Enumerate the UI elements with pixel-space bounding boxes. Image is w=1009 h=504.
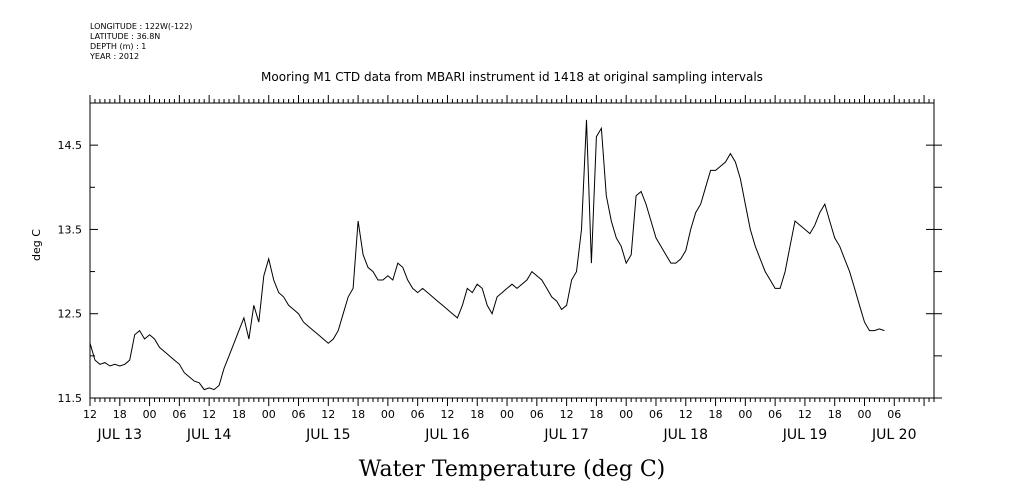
x-day-label: JUL 17 <box>543 427 588 443</box>
y-tick-label: 13.5 <box>58 223 83 236</box>
x-tick-label: 12 <box>321 408 335 421</box>
x-tick-label: 18 <box>113 408 127 421</box>
y-tick-label: 12.5 <box>58 308 83 321</box>
x-axis-ticks: 12 18 00 06 12 18 00 06 12 18 00 06 12 18 00 06 12 18 00 06… <box>83 95 935 443</box>
x-tick-label: 18 <box>232 408 246 421</box>
x-tick-label: 18 <box>351 408 365 421</box>
x-tick-label: 18 <box>828 408 842 421</box>
x-tick-label: 00 <box>381 408 395 421</box>
x-day-label: JUL 16 <box>424 427 470 443</box>
latitude-text: LATITUDE : 36.8N <box>90 32 161 41</box>
chart-title: Mooring M1 CTD data from MBARI instrumen… <box>261 70 763 84</box>
temperature-series-line <box>89 119 885 391</box>
x-tick-label: 12 <box>560 408 574 421</box>
x-tick-label: 06 <box>768 408 782 421</box>
x-tick-label: 06 <box>887 408 901 421</box>
x-tick-label: 12 <box>83 408 97 421</box>
x-tick-label: 18 <box>589 408 603 421</box>
chart-metadata: LONGITUDE : 122W(-122) LATITUDE : 36.8N … <box>90 22 192 62</box>
x-day-label: JUL 13 <box>97 427 142 443</box>
x-day-label: JUL 19 <box>782 427 827 443</box>
x-day-label: JUL 14 <box>186 427 232 443</box>
y-tick-label: 11.5 <box>58 392 83 405</box>
y-tick-label: 14.5 <box>58 139 83 152</box>
x-tick-label: 18 <box>709 408 723 421</box>
x-tick-label: 12 <box>798 408 812 421</box>
x-tick-label: 12 <box>202 408 216 421</box>
y-axis-ticks: 11.5 12.5 13.5 14.5 <box>58 139 942 405</box>
x-tick-label: 06 <box>411 408 425 421</box>
x-tick-label: 06 <box>649 408 663 421</box>
x-tick-label: 06 <box>292 408 306 421</box>
x-tick-label: 00 <box>262 408 276 421</box>
x-day-label: JUL 18 <box>663 427 708 443</box>
x-day-label: JUL 15 <box>305 427 350 443</box>
x-tick-label: 12 <box>679 408 693 421</box>
x-tick-label: 06 <box>530 408 544 421</box>
longitude-text: LONGITUDE : 122W(-122) <box>90 22 193 31</box>
x-tick-label: 18 <box>470 408 484 421</box>
x-axis-title: Water Temperature (deg C) <box>359 457 666 482</box>
y-axis-label: deg C <box>30 229 43 261</box>
depth-text: DEPTH (m) : 1 <box>90 42 147 51</box>
x-tick-label: 06 <box>172 408 186 421</box>
x-tick-label: 00 <box>619 408 633 421</box>
x-day-label: JUL 20 <box>871 427 916 443</box>
year-text: YEAR : 2012 <box>90 52 140 61</box>
x-tick-label: 12 <box>440 408 454 421</box>
plot-frame <box>89 102 935 399</box>
x-tick-label: 00 <box>500 408 514 421</box>
x-tick-label: 00 <box>738 408 752 421</box>
series-group <box>89 119 885 391</box>
x-tick-label: 00 <box>143 408 157 421</box>
x-tick-label: 00 <box>857 408 871 421</box>
